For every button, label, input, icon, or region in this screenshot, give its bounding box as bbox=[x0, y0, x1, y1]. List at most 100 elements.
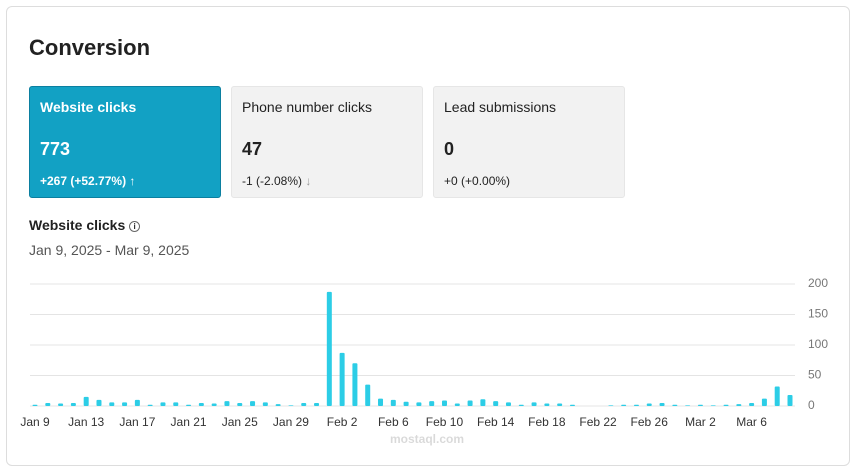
bar bbox=[441, 400, 447, 406]
bar bbox=[58, 403, 64, 406]
bar bbox=[237, 402, 243, 406]
x-tick-label: Jan 29 bbox=[273, 415, 309, 429]
bar bbox=[301, 402, 307, 406]
bar bbox=[365, 384, 371, 406]
card-change: +0 (+0.00%) bbox=[444, 174, 511, 188]
bar bbox=[224, 401, 230, 406]
bar bbox=[531, 402, 537, 406]
bar bbox=[96, 399, 102, 406]
x-tick-label: Mar 6 bbox=[736, 415, 767, 429]
bar bbox=[685, 405, 691, 406]
title: Conversion bbox=[29, 35, 151, 60]
x-tick-label: Feb 26 bbox=[631, 415, 669, 429]
bar bbox=[787, 395, 793, 406]
bar bbox=[749, 402, 755, 406]
y-tick-label: 0 bbox=[808, 398, 815, 412]
card-value: 47 bbox=[242, 139, 263, 159]
date-range: Jan 9, 2025 - Mar 9, 2025 bbox=[29, 242, 190, 258]
bar bbox=[736, 404, 742, 406]
bar bbox=[505, 402, 511, 406]
y-tick-label: 200 bbox=[808, 276, 828, 290]
bar bbox=[454, 403, 460, 406]
card-label: Website clicks bbox=[40, 99, 137, 115]
bar bbox=[173, 402, 179, 406]
bar bbox=[480, 399, 486, 406]
bar bbox=[275, 404, 281, 406]
bar bbox=[186, 404, 192, 406]
bar bbox=[608, 405, 614, 406]
bar bbox=[250, 401, 256, 406]
chart-title: Website clicks i bbox=[29, 217, 141, 233]
bar bbox=[633, 404, 639, 406]
card-change: +267 (+52.77%) ↑ bbox=[40, 174, 136, 188]
bar bbox=[326, 291, 332, 406]
trend-arrow: ↑ bbox=[126, 174, 136, 188]
card-label: Phone number clicks bbox=[242, 99, 372, 115]
bar bbox=[557, 403, 563, 406]
x-tick-label: Feb 18 bbox=[528, 415, 566, 429]
card-value: 0 bbox=[444, 139, 455, 159]
y-tick-label: 150 bbox=[808, 307, 828, 321]
card-label: Lead submissions bbox=[444, 99, 557, 115]
bar bbox=[493, 401, 499, 406]
card-change: -1 (-2.08%) ↓ bbox=[242, 174, 312, 188]
bar bbox=[697, 404, 703, 406]
chart-title-text: Website clicks bbox=[29, 217, 126, 233]
bar bbox=[147, 404, 153, 406]
bar bbox=[109, 402, 115, 406]
bar bbox=[378, 398, 384, 406]
bar bbox=[262, 402, 268, 406]
bar bbox=[160, 402, 166, 406]
bar bbox=[621, 404, 627, 406]
bar bbox=[774, 386, 780, 406]
bar bbox=[569, 404, 575, 406]
metric-card[interactable]: Website clicks 773 +267 (+52.77%) ↑ bbox=[29, 86, 221, 198]
bar bbox=[416, 402, 422, 406]
x-tick-label: Jan 13 bbox=[68, 415, 104, 429]
info-icon[interactable]: i bbox=[129, 221, 141, 232]
y-tick-label: 100 bbox=[808, 337, 828, 351]
bar bbox=[544, 403, 550, 406]
bar bbox=[45, 402, 51, 406]
bar bbox=[314, 402, 320, 406]
bar bbox=[761, 398, 767, 406]
card-value: 773 bbox=[40, 139, 71, 159]
bar bbox=[83, 396, 89, 406]
trend-arrow: ↓ bbox=[302, 174, 312, 188]
bar bbox=[288, 405, 294, 406]
bar bbox=[390, 399, 396, 406]
x-tick-label: Feb 22 bbox=[579, 415, 617, 429]
x-tick-label: Feb 10 bbox=[426, 415, 464, 429]
x-tick-label: Feb 6 bbox=[378, 415, 409, 429]
x-tick-label: Jan 25 bbox=[222, 415, 258, 429]
y-tick-label: 50 bbox=[808, 368, 822, 382]
x-tick-label: Feb 14 bbox=[477, 415, 515, 429]
x-tick-label: Feb 2 bbox=[327, 415, 358, 429]
bar bbox=[211, 403, 217, 406]
bar bbox=[32, 404, 38, 406]
bar bbox=[518, 404, 524, 406]
metric-card[interactable]: Phone number clicks 47 -1 (-2.08%) ↓ bbox=[231, 86, 423, 198]
x-tick-label: Jan 21 bbox=[171, 415, 207, 429]
bar bbox=[467, 400, 473, 406]
bar bbox=[403, 401, 409, 406]
bar bbox=[122, 402, 128, 406]
bar bbox=[134, 399, 140, 406]
bar bbox=[198, 402, 204, 406]
bar bbox=[429, 401, 435, 406]
x-tick-label: Mar 2 bbox=[685, 415, 716, 429]
bar bbox=[710, 405, 716, 406]
bar bbox=[723, 404, 729, 406]
bar bbox=[646, 403, 652, 406]
bar bbox=[672, 404, 678, 406]
metric-card[interactable]: Lead submissions 0 +0 (+0.00%) bbox=[433, 86, 625, 198]
bar bbox=[659, 402, 665, 406]
x-tick-label: Jan 17 bbox=[119, 415, 155, 429]
x-tick-label: Jan 9 bbox=[20, 415, 50, 429]
watermark: mostaql.com bbox=[390, 432, 464, 446]
bar bbox=[352, 363, 358, 406]
bar bbox=[339, 352, 345, 406]
bar bbox=[70, 402, 76, 406]
